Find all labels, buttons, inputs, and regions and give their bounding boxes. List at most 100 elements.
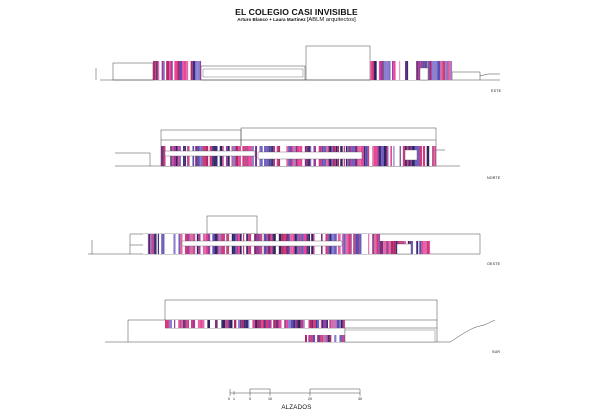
cladding-stripe (319, 320, 321, 328)
cladding-stripe (240, 320, 242, 328)
cladding-stripe (159, 234, 162, 254)
cladding-stripe (390, 146, 393, 166)
cladding-stripe (406, 61, 409, 80)
cladding-stripe (434, 146, 437, 166)
cladding-stripe (366, 234, 369, 254)
cladding-stripe (370, 61, 372, 80)
cladding-stripe (315, 320, 317, 328)
cladding-stripe (321, 335, 323, 342)
elevation-label-este: ESTE (491, 89, 502, 93)
cladding-stripe (252, 320, 254, 328)
cladding-stripe (163, 61, 165, 80)
cladding-stripe (448, 61, 451, 80)
cladding-stripe (336, 335, 340, 342)
cladding-stripe (173, 234, 176, 254)
cladding-stripe (380, 241, 384, 254)
cladding-stripe (336, 320, 340, 328)
cladding-stripe (185, 320, 188, 328)
cladding-stripe (288, 320, 292, 328)
cladding-stripe (403, 61, 406, 80)
cladding-stripe (320, 320, 322, 328)
cladding-stripe (329, 335, 332, 342)
cladding-stripe (275, 320, 279, 328)
cladding-stripe (154, 234, 157, 254)
cladding-stripe (425, 146, 427, 166)
cladding-stripe (416, 61, 419, 80)
cladding-stripe (343, 320, 346, 328)
cladding-stripe (334, 320, 337, 328)
cladding-stripe (313, 320, 317, 328)
elevation-label-oeste: OESTE (487, 262, 501, 266)
cladding-stripe (426, 146, 430, 166)
cladding-stripe (387, 146, 389, 166)
cladding-stripe (417, 146, 420, 166)
cladding-stripe (316, 335, 319, 342)
cladding-stripe (355, 234, 359, 254)
cladding-stripe (318, 335, 320, 342)
cladding-stripe (161, 61, 164, 80)
cladding-stripe (399, 61, 401, 80)
cladding-stripe (383, 61, 386, 80)
cladding-stripe (300, 320, 304, 328)
cladding-stripe (376, 61, 379, 80)
cladding-stripe (263, 320, 265, 328)
cladding-stripe (392, 146, 394, 166)
cladding-stripe (143, 234, 146, 254)
cladding-stripe (249, 320, 252, 328)
cladding-stripe (381, 146, 384, 166)
cladding-stripe (367, 146, 370, 166)
cladding-stripe (387, 241, 389, 254)
cladding-stripe (368, 234, 370, 254)
cladding-stripe (236, 320, 238, 328)
cladding-stripe (324, 335, 327, 342)
cladding-stripe (419, 241, 421, 254)
cladding-stripe (161, 146, 164, 166)
cladding-stripe (326, 335, 328, 342)
cladding-stripe (418, 241, 420, 254)
cladding-stripe (308, 320, 310, 328)
cladding-stripe (445, 61, 448, 80)
cladding-stripe (284, 320, 286, 328)
cladding-stripe (363, 146, 366, 166)
cladding-stripe (353, 234, 356, 254)
cladding-stripe (174, 320, 176, 328)
cladding-stripe (182, 320, 186, 328)
window-opening (164, 150, 256, 157)
studio-text: [ABLM arquitectos] (306, 17, 356, 23)
cladding-stripe (410, 61, 413, 80)
cladding-stripe (321, 320, 324, 328)
cladding-stripe (285, 320, 287, 328)
cladding-stripe (412, 61, 415, 80)
window-openings (164, 67, 436, 343)
cladding-stripe (168, 320, 170, 328)
cladding-stripe (386, 61, 390, 80)
cladding-stripe (358, 234, 360, 254)
sur-outline (105, 299, 496, 343)
cladding-stripe (159, 61, 162, 80)
cladding-stripe (178, 320, 180, 328)
scale-tick: 30 (358, 397, 362, 401)
cladding-stripe (217, 320, 221, 328)
cladding-stripe (165, 320, 169, 328)
cladding-stripe (172, 61, 175, 80)
scale-tick: 5 (249, 397, 251, 401)
cladding-stripe (396, 146, 399, 166)
cladding-stripe (437, 61, 441, 80)
cladding-stripe (210, 320, 213, 328)
cladding-stripe (418, 61, 421, 80)
cladding-stripe (303, 320, 305, 328)
scale-title: ALZADOS (281, 404, 312, 411)
cladding-stripe (373, 61, 377, 80)
cladding-stripe (385, 61, 387, 80)
cladding-stripe (179, 61, 183, 80)
cladding-stripe (378, 234, 381, 254)
cladding-stripe (341, 234, 344, 254)
cladding-stripe (154, 61, 157, 80)
cladding-stripe (192, 61, 194, 80)
cladding-stripe (395, 241, 398, 254)
window-opening (257, 151, 363, 160)
cladding-stripe (429, 241, 431, 254)
cladding-stripe (386, 146, 388, 166)
cladding-stripe (423, 241, 427, 254)
